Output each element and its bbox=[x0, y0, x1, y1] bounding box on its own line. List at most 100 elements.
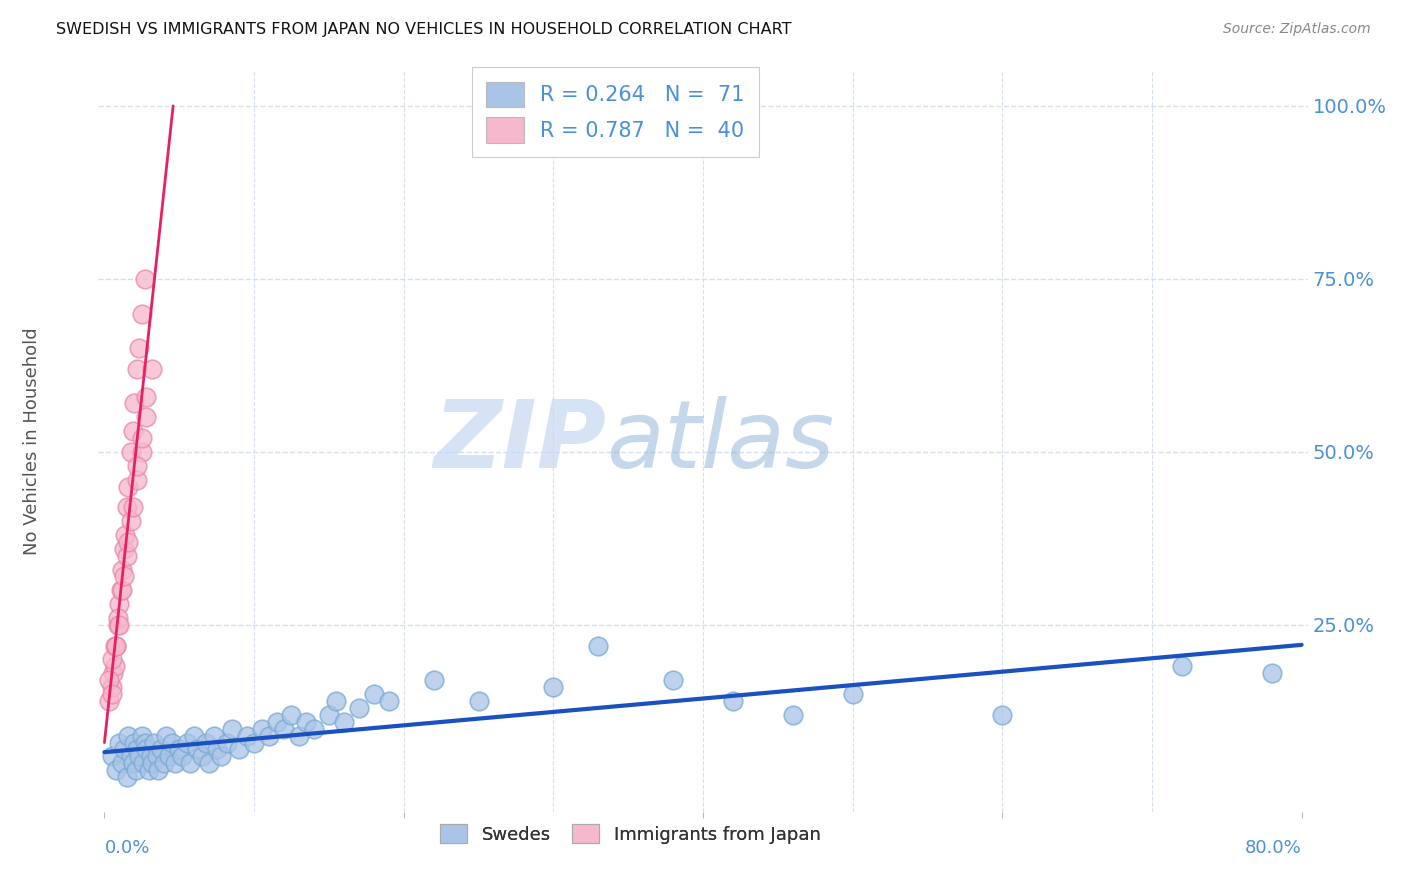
Point bbox=[120, 445, 142, 459]
Point bbox=[273, 722, 295, 736]
Point bbox=[121, 500, 143, 515]
Point bbox=[111, 756, 134, 771]
Point bbox=[146, 749, 169, 764]
Point bbox=[721, 694, 744, 708]
Point bbox=[127, 458, 149, 473]
Point bbox=[153, 756, 176, 771]
Point bbox=[128, 341, 150, 355]
Text: 80.0%: 80.0% bbox=[1244, 839, 1302, 857]
Point bbox=[202, 729, 225, 743]
Point bbox=[662, 673, 685, 688]
Point bbox=[117, 479, 139, 493]
Point bbox=[135, 390, 157, 404]
Point bbox=[101, 652, 124, 666]
Point bbox=[157, 749, 180, 764]
Point bbox=[205, 742, 228, 756]
Point bbox=[280, 707, 302, 722]
Point bbox=[135, 410, 157, 425]
Point bbox=[132, 756, 155, 771]
Point bbox=[115, 549, 138, 563]
Point bbox=[115, 500, 138, 515]
Point bbox=[148, 763, 170, 777]
Point bbox=[1171, 659, 1194, 673]
Point bbox=[841, 687, 863, 701]
Text: No Vehicles in Household: No Vehicles in Household bbox=[22, 327, 41, 556]
Text: 0.0%: 0.0% bbox=[104, 839, 150, 857]
Point bbox=[160, 735, 183, 749]
Point bbox=[104, 639, 127, 653]
Point bbox=[235, 729, 257, 743]
Point bbox=[195, 735, 218, 749]
Point bbox=[105, 763, 128, 777]
Point bbox=[111, 583, 134, 598]
Point bbox=[97, 694, 120, 708]
Point bbox=[121, 756, 143, 771]
Point bbox=[586, 639, 609, 653]
Point bbox=[108, 618, 131, 632]
Point bbox=[209, 749, 232, 764]
Point bbox=[117, 534, 139, 549]
Point bbox=[198, 756, 221, 771]
Point bbox=[142, 735, 165, 749]
Point bbox=[112, 569, 135, 583]
Point bbox=[363, 687, 385, 701]
Point bbox=[128, 749, 150, 764]
Point bbox=[318, 707, 340, 722]
Point bbox=[134, 272, 156, 286]
Point bbox=[107, 618, 129, 632]
Point bbox=[114, 528, 136, 542]
Point bbox=[97, 673, 120, 688]
Point bbox=[543, 680, 565, 694]
Point bbox=[467, 694, 489, 708]
Point bbox=[101, 680, 124, 694]
Point bbox=[101, 749, 124, 764]
Point bbox=[250, 722, 273, 736]
Point bbox=[377, 694, 399, 708]
Point bbox=[347, 701, 370, 715]
Point bbox=[127, 742, 149, 756]
Point bbox=[112, 742, 135, 756]
Point bbox=[190, 749, 212, 764]
Point bbox=[111, 563, 134, 577]
Point bbox=[138, 763, 160, 777]
Point bbox=[135, 742, 157, 756]
Point bbox=[266, 714, 288, 729]
Point bbox=[101, 687, 124, 701]
Point bbox=[127, 362, 149, 376]
Point bbox=[131, 445, 153, 459]
Point bbox=[217, 735, 239, 749]
Point bbox=[186, 742, 208, 756]
Point bbox=[172, 749, 194, 764]
Point bbox=[124, 396, 146, 410]
Point bbox=[108, 735, 131, 749]
Point bbox=[120, 749, 142, 764]
Point bbox=[221, 722, 243, 736]
Point bbox=[333, 714, 356, 729]
Point bbox=[125, 763, 148, 777]
Point bbox=[991, 707, 1014, 722]
Point bbox=[104, 659, 127, 673]
Point bbox=[782, 707, 804, 722]
Point bbox=[117, 729, 139, 743]
Point bbox=[110, 583, 132, 598]
Point bbox=[243, 735, 266, 749]
Point bbox=[183, 729, 205, 743]
Point bbox=[105, 639, 128, 653]
Point bbox=[115, 770, 138, 784]
Point bbox=[112, 541, 135, 556]
Legend: Swedes, Immigrants from Japan: Swedes, Immigrants from Japan bbox=[433, 817, 828, 851]
Point bbox=[150, 742, 173, 756]
Point bbox=[107, 611, 129, 625]
Point bbox=[228, 742, 250, 756]
Point bbox=[163, 756, 186, 771]
Point bbox=[167, 742, 190, 756]
Point bbox=[131, 729, 153, 743]
Point bbox=[108, 597, 131, 611]
Point bbox=[103, 666, 125, 681]
Point bbox=[131, 306, 153, 320]
Point bbox=[120, 514, 142, 528]
Point bbox=[1260, 666, 1282, 681]
Point bbox=[155, 729, 177, 743]
Text: Source: ZipAtlas.com: Source: ZipAtlas.com bbox=[1223, 22, 1371, 37]
Point bbox=[325, 694, 347, 708]
